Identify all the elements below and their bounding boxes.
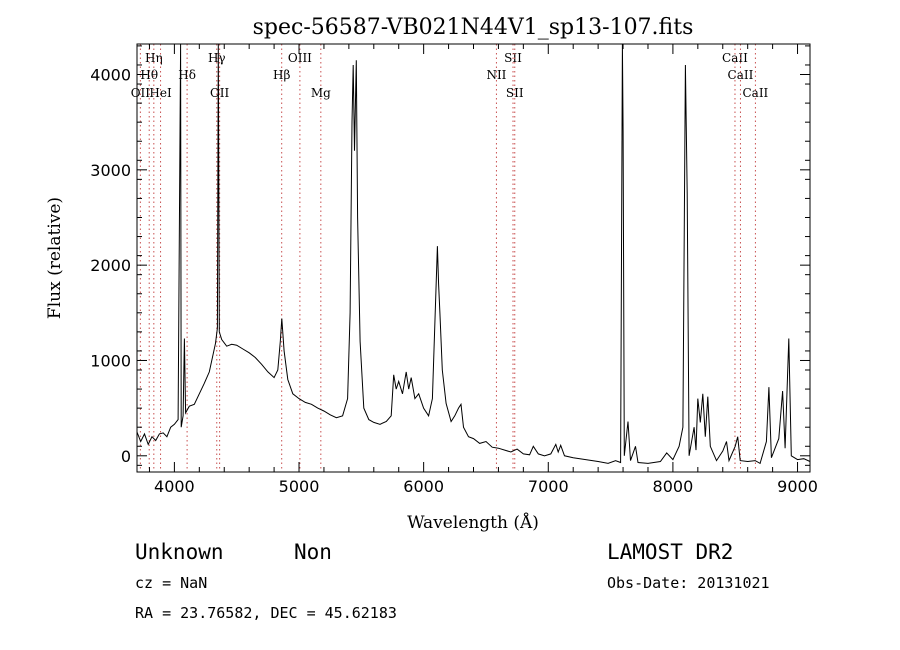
y-tick-label: 4000	[90, 66, 131, 85]
plot-frame	[136, 43, 811, 473]
line-label: Hβ	[273, 68, 290, 82]
line-label: CaII	[728, 68, 754, 82]
line-label: CaII	[742, 86, 768, 100]
line-label: Mg	[311, 86, 331, 100]
redshift-value: cz = NaN	[135, 574, 208, 592]
survey-name: LAMOST DR2	[607, 540, 734, 564]
line-label: NII	[486, 68, 506, 82]
object-subclass: Non	[294, 540, 332, 564]
axis-ticks: 4000 5000 6000 7000 8000 9000 0 1000 2000 3000 400…	[90, 44, 818, 496]
x-axis-label: Wavelength (Å)	[407, 512, 539, 533]
line-label: CaII	[722, 51, 748, 65]
x-tick-label: 6000	[403, 477, 444, 496]
line-label: SII	[504, 51, 522, 65]
line-label: Hγ	[208, 51, 226, 65]
y-tick-label: 1000	[90, 351, 131, 370]
y-tick-label: 0	[121, 447, 131, 466]
x-tick-label: 5000	[279, 477, 320, 496]
y-tick-label: 2000	[90, 256, 131, 275]
line-label: HeI	[149, 86, 172, 100]
y-axis-label: Flux (relative)	[45, 197, 65, 319]
line-label: Hθ	[140, 68, 158, 82]
x-tick-label: 4000	[154, 477, 195, 496]
line-label: OII	[210, 86, 230, 100]
observation-date: Obs-Date: 20131021	[607, 574, 770, 592]
line-label: OII	[131, 86, 151, 100]
chart-title: spec-56587-VB021N44V1_sp13-107.fits	[253, 15, 694, 40]
line-label: Hη	[145, 51, 163, 65]
spectrum-plot: spec-56587-VB021N44V1_sp13-107.fits Hη Hθ…	[45, 15, 818, 533]
line-label: OIII	[288, 51, 312, 65]
object-class: Unknown	[135, 540, 224, 564]
line-label: Hδ	[178, 68, 196, 82]
x-tick-label: 9000	[777, 477, 818, 496]
sky-coordinates: RA = 23.76582, DEC = 45.62183	[135, 604, 397, 622]
y-tick-label: 3000	[90, 161, 131, 180]
x-tick-label: 7000	[528, 477, 569, 496]
line-label: SII	[506, 86, 524, 100]
x-tick-label: 8000	[653, 477, 694, 496]
spectrum-line	[136, 43, 811, 465]
